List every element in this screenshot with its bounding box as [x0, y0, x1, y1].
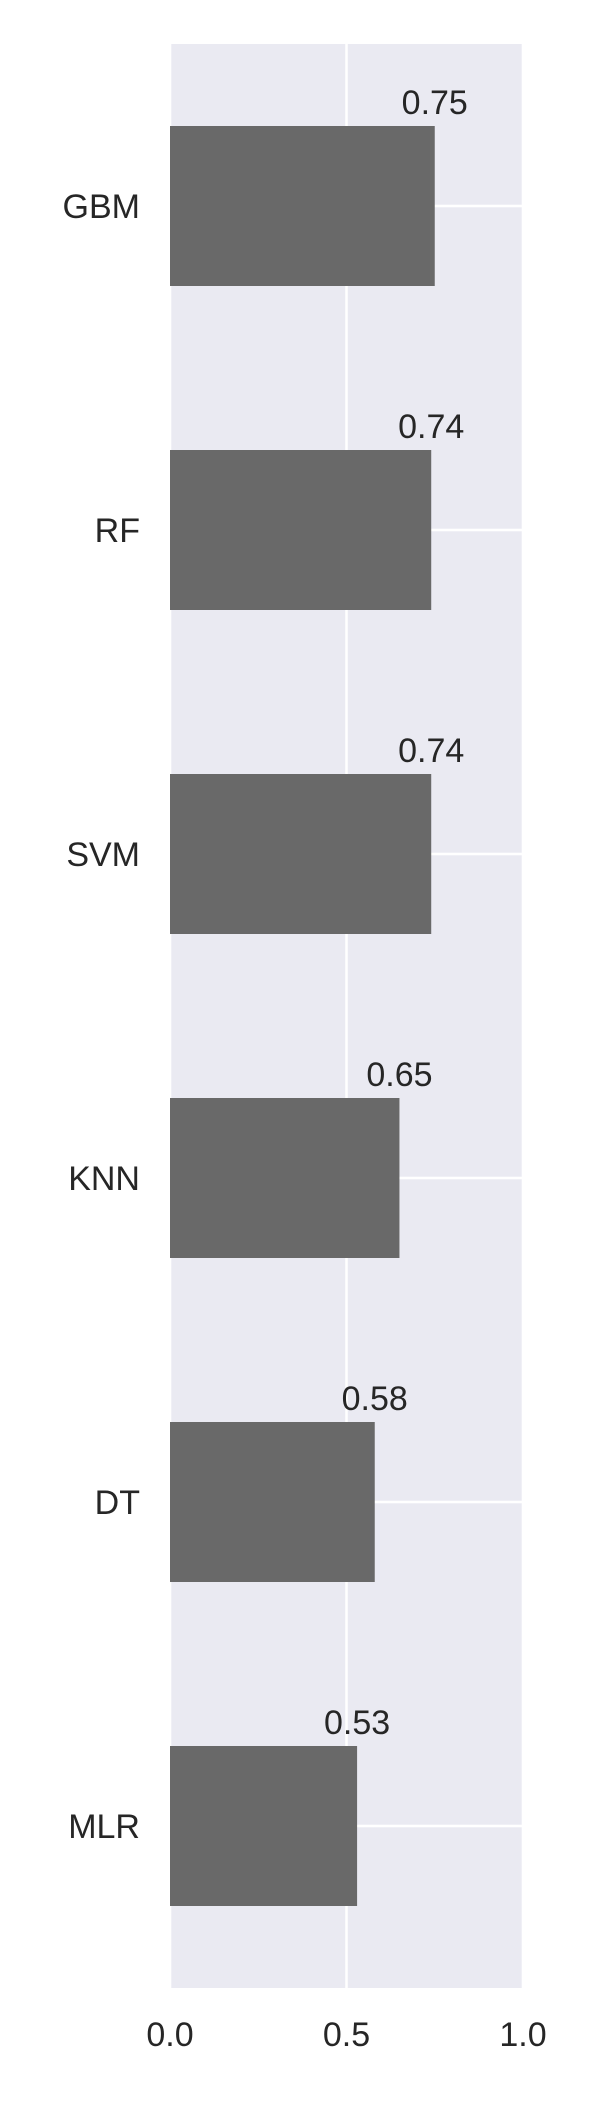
y-tick-label-svm: SVM — [66, 836, 140, 874]
bar-gbm — [170, 126, 435, 286]
data-labels: 0.75 0.74 0.74 0.65 0.58 0.53 — [324, 84, 468, 1742]
bar-mlr — [170, 1746, 358, 1906]
data-label-gbm: 0.75 — [402, 84, 468, 122]
x-tick-label-2: 1.0 — [499, 2016, 546, 2054]
data-label-svm: 0.74 — [398, 732, 464, 770]
data-label-knn: 0.65 — [366, 1056, 432, 1094]
y-tick-label-knn: KNN — [68, 1160, 140, 1198]
data-label-mlr: 0.53 — [324, 1704, 390, 1742]
x-tick-label-1: 0.5 — [323, 2016, 370, 2054]
data-label-dt: 0.58 — [342, 1380, 408, 1418]
data-label-rf: 0.74 — [398, 408, 464, 446]
y-tick-label-rf: RF — [95, 512, 140, 550]
y-tick-labels: GBM RF SVM KNN DT MLR — [63, 188, 140, 1846]
bar-rf — [170, 450, 432, 610]
x-tick-label-0: 0.0 — [146, 2016, 193, 2054]
y-tick-label-dt: DT — [95, 1484, 140, 1522]
bar-dt — [170, 1422, 375, 1582]
bar-knn — [170, 1098, 400, 1258]
bars — [170, 126, 435, 1906]
y-tick-label-gbm: GBM — [63, 188, 140, 226]
bar-svm — [170, 774, 432, 934]
x-tick-labels: 0.0 0.5 1.0 — [146, 2016, 546, 2054]
y-tick-label-mlr: MLR — [68, 1808, 140, 1846]
